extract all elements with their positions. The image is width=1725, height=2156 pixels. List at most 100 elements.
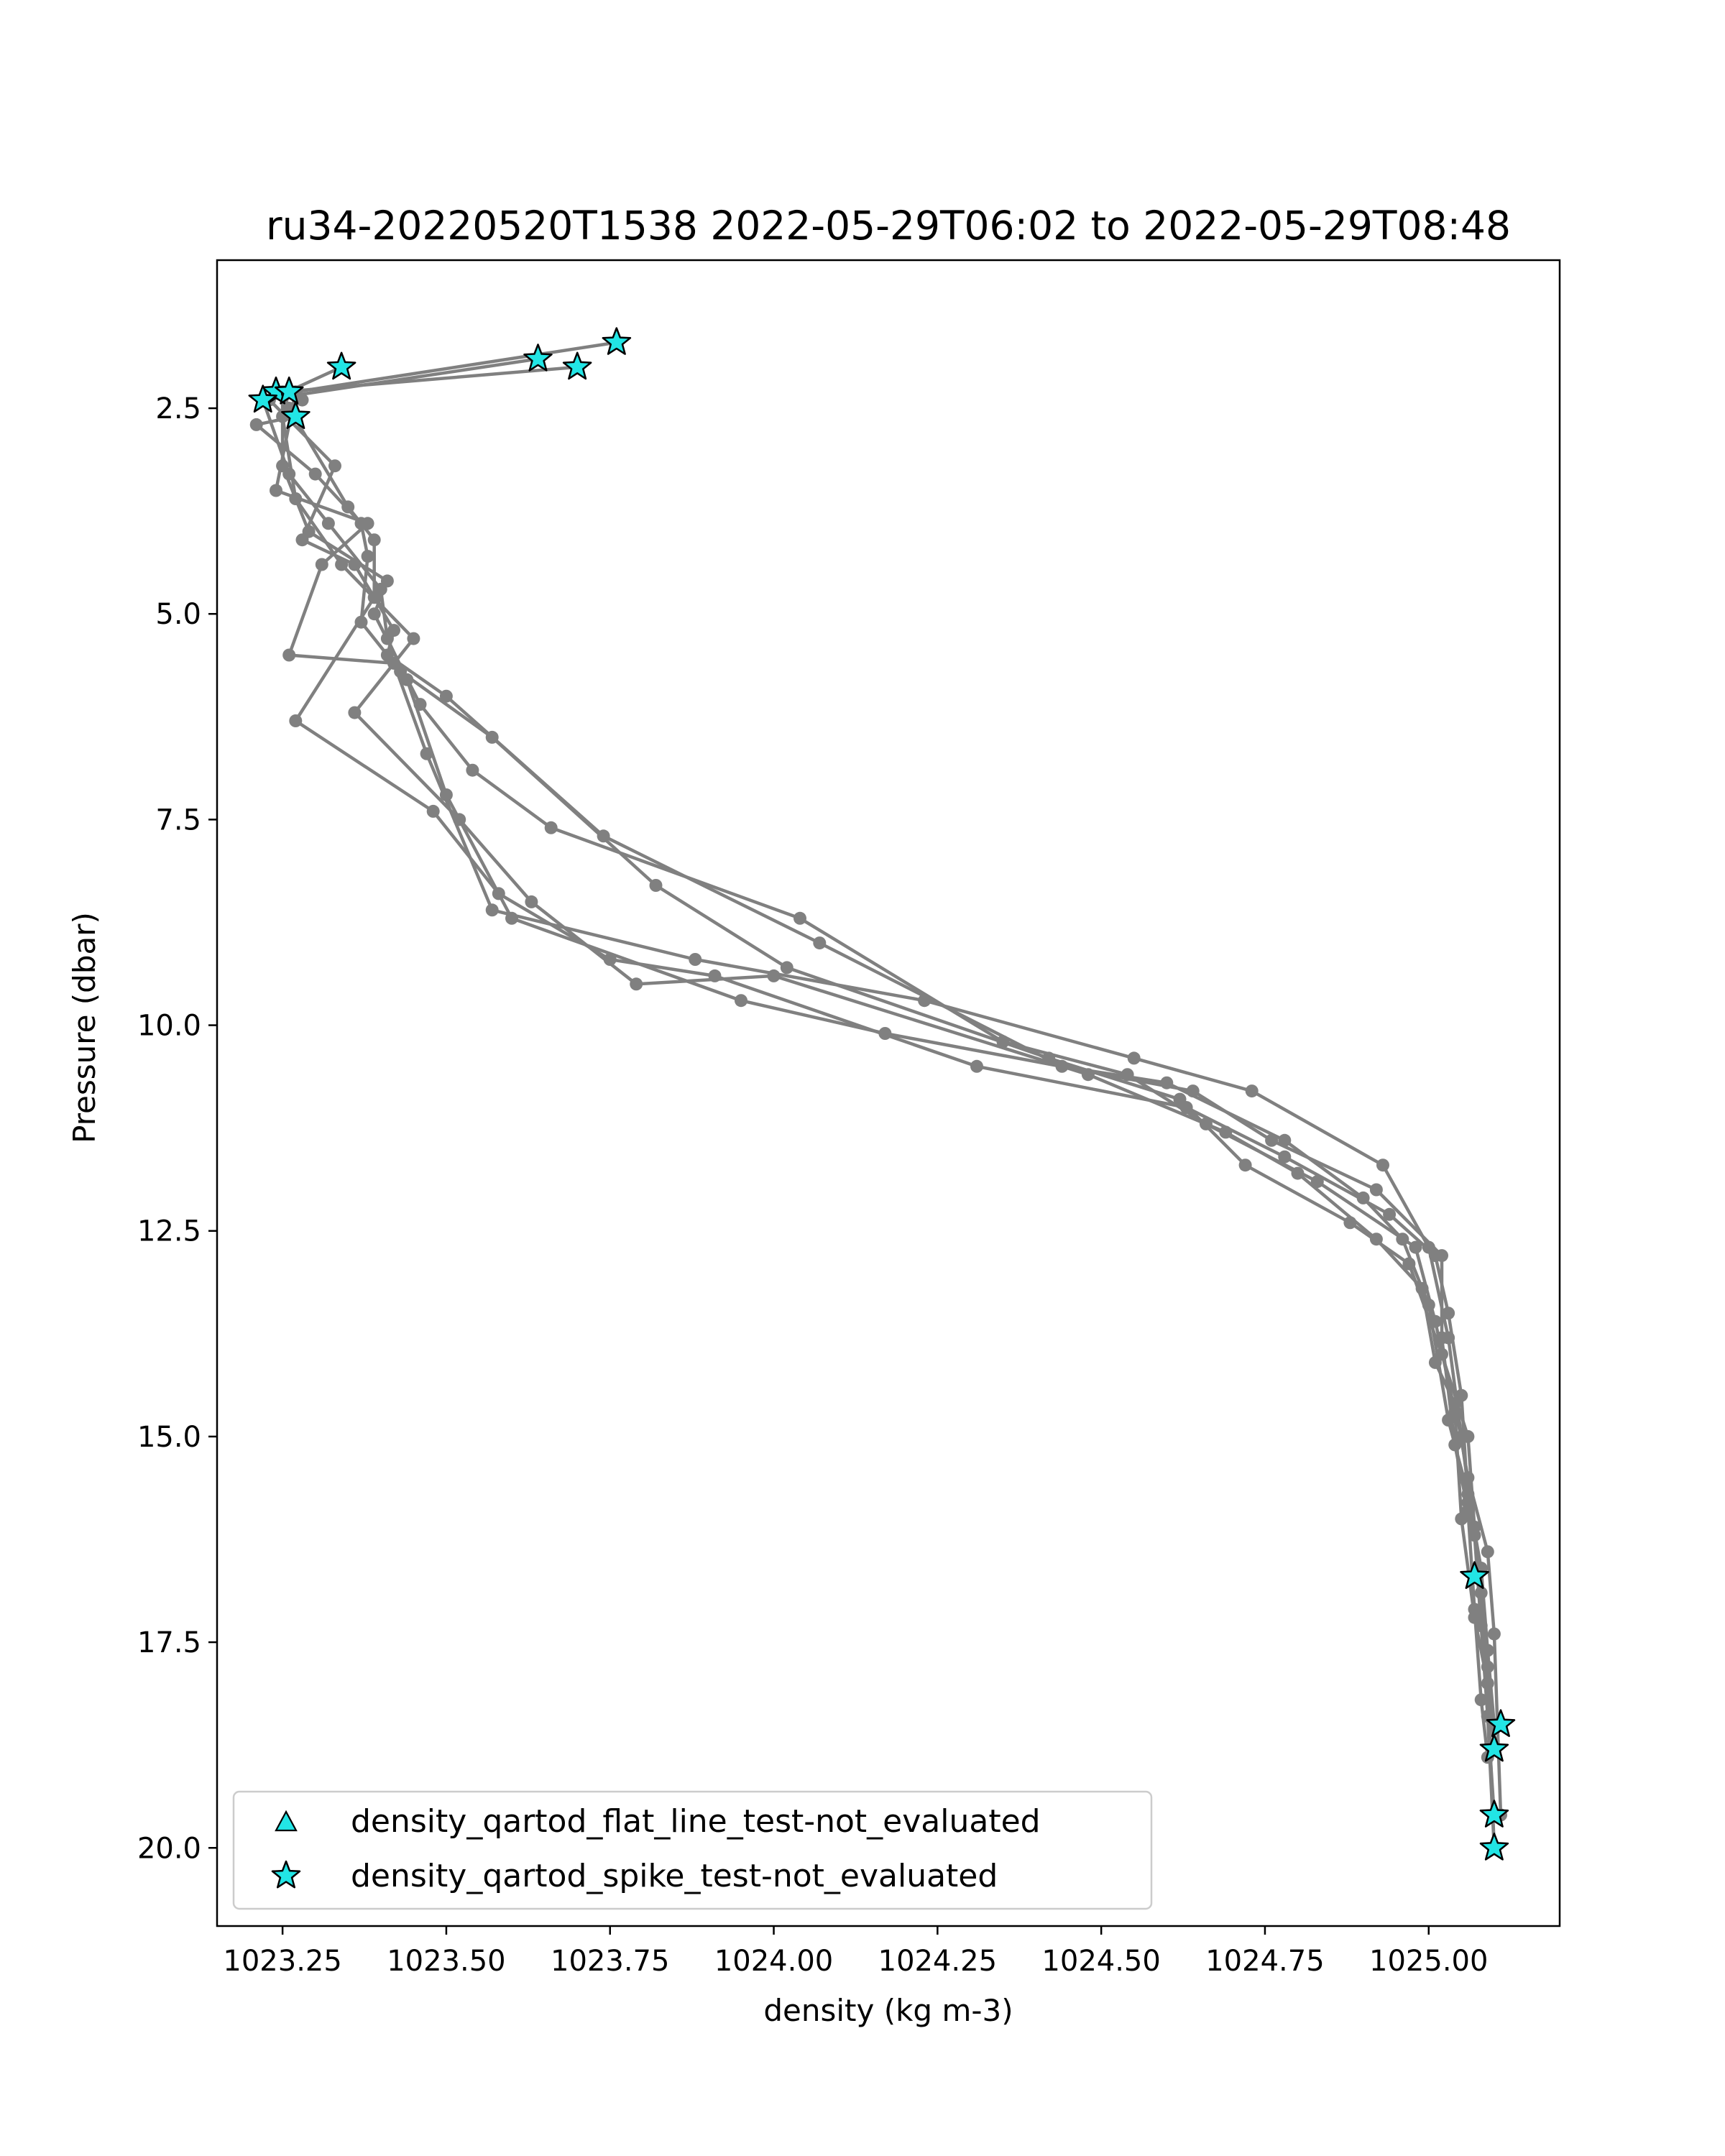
spike-flag-star-marker xyxy=(326,351,356,380)
spike-flag-star-marker xyxy=(1460,1561,1489,1589)
data-point xyxy=(367,607,381,621)
data-point xyxy=(1448,1397,1462,1411)
data-point xyxy=(270,484,282,497)
y-tick-label: 5.0 xyxy=(155,598,201,631)
legend-box xyxy=(232,1790,1153,1910)
data-point xyxy=(1238,1158,1252,1172)
y-tick-label: 20.0 xyxy=(137,1832,201,1865)
data-point xyxy=(1369,1183,1383,1197)
data-point xyxy=(407,632,420,645)
data-point xyxy=(1481,1660,1494,1674)
spike-flag-star-marker xyxy=(1479,1733,1509,1762)
data-point xyxy=(1245,1084,1259,1098)
data-point xyxy=(1396,1233,1409,1246)
data-point xyxy=(315,558,328,571)
spike-flag-star-marker xyxy=(248,384,278,413)
x-tick-label: 1024.25 xyxy=(878,1945,997,1978)
data-point xyxy=(813,936,827,950)
data-point xyxy=(1369,1233,1383,1246)
x-tick-label: 1025.00 xyxy=(1369,1945,1488,1978)
data-point xyxy=(1442,1414,1455,1427)
data-point xyxy=(348,706,362,719)
data-point xyxy=(1487,1627,1501,1641)
y-tick-label: 17.5 xyxy=(137,1626,201,1659)
data-point xyxy=(492,887,505,900)
data-point xyxy=(767,969,781,982)
plot-frame xyxy=(216,259,1561,1927)
data-point xyxy=(1474,1693,1488,1707)
data-point xyxy=(308,467,322,481)
data-point xyxy=(289,492,303,505)
data-point xyxy=(1461,1471,1475,1485)
data-point xyxy=(466,763,479,777)
spike-flag-star-marker xyxy=(281,401,310,429)
spike-flag-star-marker xyxy=(1479,1833,1509,1861)
data-point xyxy=(1481,1545,1494,1559)
data-point xyxy=(367,533,381,547)
data-point xyxy=(1409,1240,1422,1254)
data-point xyxy=(321,517,335,530)
data-point xyxy=(970,1059,983,1073)
y-axis-label: Pressure (dbar) xyxy=(67,912,102,1143)
data-point xyxy=(380,574,394,588)
legend-triangle-marker xyxy=(275,1810,298,1832)
data-point xyxy=(1179,1101,1193,1114)
data-point xyxy=(439,689,453,703)
data-point xyxy=(649,879,663,892)
data-point xyxy=(249,418,263,431)
y-axis: 2.5 5.0 7.5 10.0 12.5 15.0 17.5 20.0 xyxy=(137,392,217,1865)
data-point xyxy=(544,821,558,834)
chart-title: ru34-20220520T1538 2022-05-29T06:02 to 2… xyxy=(266,203,1511,249)
data-point xyxy=(689,953,702,966)
data-point xyxy=(361,550,374,563)
data-point xyxy=(1461,1496,1475,1509)
spike-flag-star-marker xyxy=(602,327,632,355)
data-point xyxy=(780,961,794,975)
data-point xyxy=(335,558,349,571)
data-point xyxy=(794,911,806,925)
x-axis: 1023.25 1023.50 1023.75 1024.00 1024.25 1024.… xyxy=(223,1926,1488,1978)
data-point xyxy=(1081,1068,1095,1082)
data-point xyxy=(1383,1207,1397,1221)
legend-label-flat-line: density_qartod_flat_line_test-not_evalua… xyxy=(351,1803,1041,1840)
data-point xyxy=(439,788,453,801)
data-point xyxy=(1455,1512,1468,1526)
spike-flag-star-marker xyxy=(562,351,592,380)
data-point xyxy=(735,994,748,1008)
data-point xyxy=(485,903,499,917)
data-point xyxy=(1376,1158,1389,1172)
x-tick-label: 1023.75 xyxy=(551,1945,669,1978)
legend-star-shape xyxy=(271,1860,301,1889)
data-point xyxy=(341,500,355,514)
spike-flag-star-marker xyxy=(1479,1800,1509,1828)
x-axis-label: density (kg m-3) xyxy=(763,1993,1013,2028)
y-tick-label: 7.5 xyxy=(155,803,201,837)
spike-flag-star-marker xyxy=(274,376,304,405)
x-tick-label: 1024.75 xyxy=(1205,1945,1324,1978)
flagged-points-layer xyxy=(248,327,1516,1861)
data-point xyxy=(1127,1051,1141,1065)
data-point xyxy=(1442,1307,1455,1320)
data-point xyxy=(1219,1125,1233,1139)
data-point xyxy=(394,665,408,678)
data-point xyxy=(1415,1281,1429,1295)
data-point xyxy=(485,730,499,744)
legend-star-marker xyxy=(271,1860,301,1889)
data-point xyxy=(1278,1133,1292,1147)
data-point xyxy=(276,459,290,473)
y-tick-label: 15.0 xyxy=(137,1421,201,1454)
x-tick-label: 1023.25 xyxy=(223,1945,341,1978)
data-point xyxy=(1160,1076,1174,1089)
data-point xyxy=(453,813,466,826)
data-point xyxy=(295,533,309,547)
data-point xyxy=(1428,1355,1442,1369)
data-point xyxy=(1291,1166,1305,1180)
data-point xyxy=(289,714,303,727)
plot-area xyxy=(248,327,1516,1861)
data-point xyxy=(505,911,518,925)
spike-flag-star-marker xyxy=(1486,1709,1516,1737)
data-point xyxy=(295,393,309,407)
data-point xyxy=(282,648,296,662)
y-tick-label: 2.5 xyxy=(155,392,201,425)
